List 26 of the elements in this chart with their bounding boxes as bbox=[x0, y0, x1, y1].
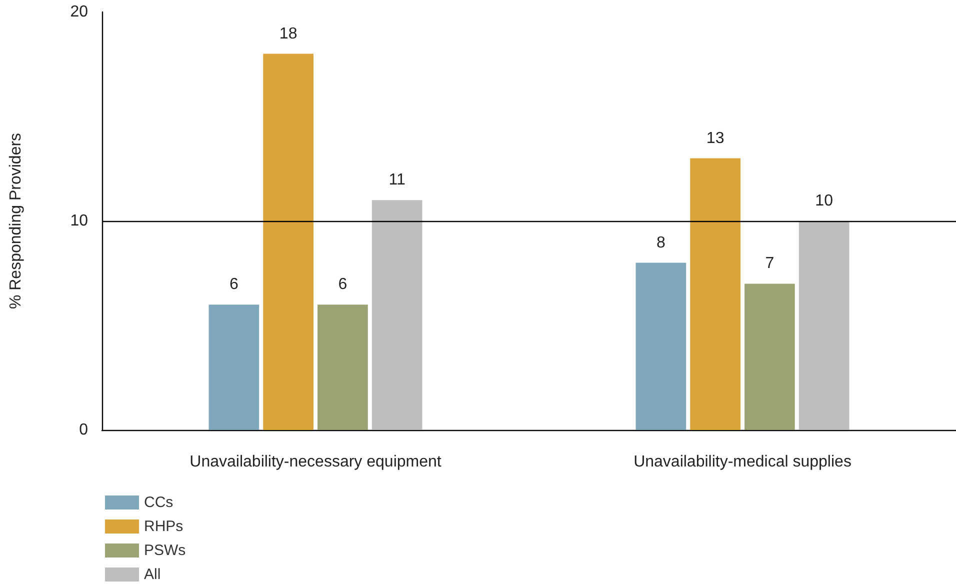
bar bbox=[263, 54, 314, 430]
data-label: 18 bbox=[279, 25, 298, 42]
y-tick-label: 0 bbox=[79, 422, 88, 438]
y-tick-label: 20 bbox=[70, 4, 88, 20]
bar bbox=[744, 284, 795, 430]
data-label: 10 bbox=[815, 192, 834, 210]
legend-label: CCs bbox=[144, 494, 174, 511]
legend-label: All bbox=[144, 566, 161, 583]
legend-label: PSWs bbox=[144, 542, 186, 559]
data-label: 6 bbox=[338, 276, 348, 294]
data-label: 11 bbox=[388, 172, 406, 189]
x-tick-label: Unavailability-medical supplies bbox=[634, 454, 852, 470]
data-label: 7 bbox=[765, 255, 774, 272]
x-tick-label: Unavailability-necessary equipment bbox=[190, 454, 442, 470]
bar bbox=[208, 304, 260, 430]
bar bbox=[372, 200, 422, 430]
y-tick-label: 10 bbox=[70, 212, 88, 230]
y-axis-title: % Responding Providers bbox=[8, 132, 24, 310]
bar bbox=[318, 304, 368, 430]
data-label: 8 bbox=[656, 234, 666, 252]
bar bbox=[636, 262, 686, 430]
data-label: 6 bbox=[229, 276, 238, 294]
bar bbox=[798, 221, 850, 430]
legend-label: RHPs bbox=[144, 518, 184, 535]
data-label: 13 bbox=[706, 130, 724, 147]
bar bbox=[690, 158, 740, 430]
